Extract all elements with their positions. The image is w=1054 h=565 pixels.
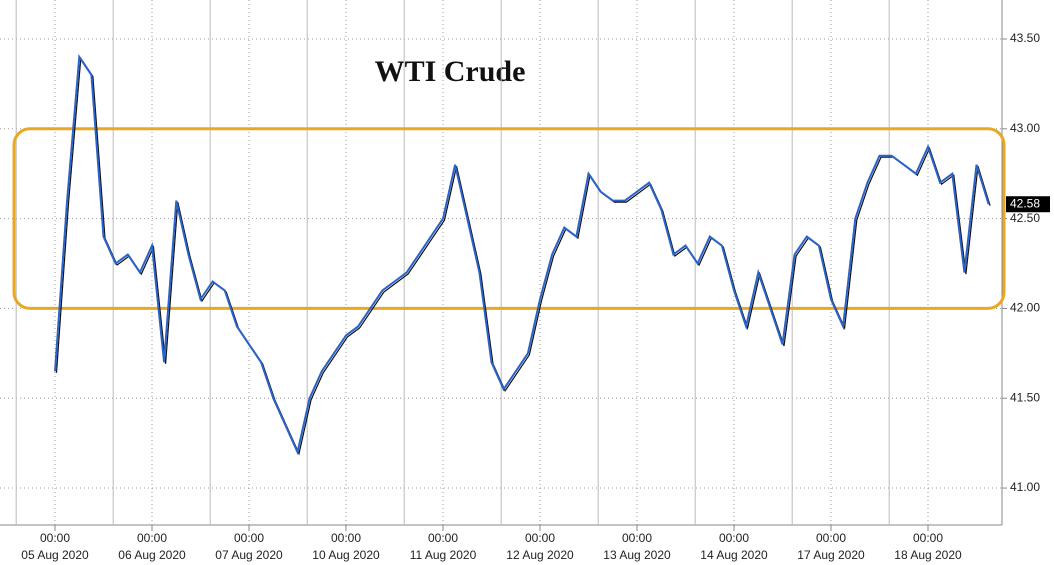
chart-title: WTI Crude xyxy=(375,55,526,88)
x-tick-label: 13 Aug 2020 xyxy=(603,548,671,562)
x-tick-label: 06 Aug 2020 xyxy=(118,548,186,562)
highlight-box xyxy=(12,127,1006,310)
last-value-label: 42.58 xyxy=(1010,196,1040,210)
x-tick-label: 11 Aug 2020 xyxy=(410,548,477,562)
y-tick-label: 43.50 xyxy=(1010,31,1040,45)
x-tick-label: 00:00 xyxy=(816,531,846,545)
y-tick-label: 43.00 xyxy=(1010,121,1040,135)
last-value-box xyxy=(1006,196,1050,213)
line-shadow xyxy=(55,56,991,456)
y-tick-label: 42.00 xyxy=(1010,301,1040,315)
x-tick-label: 00:00 xyxy=(525,531,555,545)
x-tick-label: 00:00 xyxy=(331,531,361,545)
x-tick-label: 07 Aug 2020 xyxy=(215,548,283,562)
x-tick-label: 00:00 xyxy=(40,531,70,545)
x-tick-label: 05 Aug 2020 xyxy=(21,548,89,562)
x-tick-label: 10 Aug 2020 xyxy=(312,548,380,562)
series-line xyxy=(54,53,990,456)
x-tick-label: 12 Aug 2020 xyxy=(506,548,574,562)
x-tick-label: 00:00 xyxy=(913,531,943,545)
x-tick-label: 00:00 xyxy=(234,531,264,545)
x-tick-label: 17 Aug 2020 xyxy=(797,548,865,562)
y-tick-label: 41.00 xyxy=(1010,480,1040,494)
y-tick-label: 42.50 xyxy=(1010,211,1040,225)
x-tick-label: 18 Aug 2020 xyxy=(894,548,962,562)
x-tick-label: 00:00 xyxy=(428,531,458,545)
x-tick-label: 14 Aug 2020 xyxy=(700,548,768,562)
x-tick-label: 00:00 xyxy=(137,531,167,545)
y-tick-label: 41.50 xyxy=(1010,390,1040,404)
x-tick-label: 00:00 xyxy=(622,531,652,545)
x-tick-label: 00:00 xyxy=(719,531,749,545)
